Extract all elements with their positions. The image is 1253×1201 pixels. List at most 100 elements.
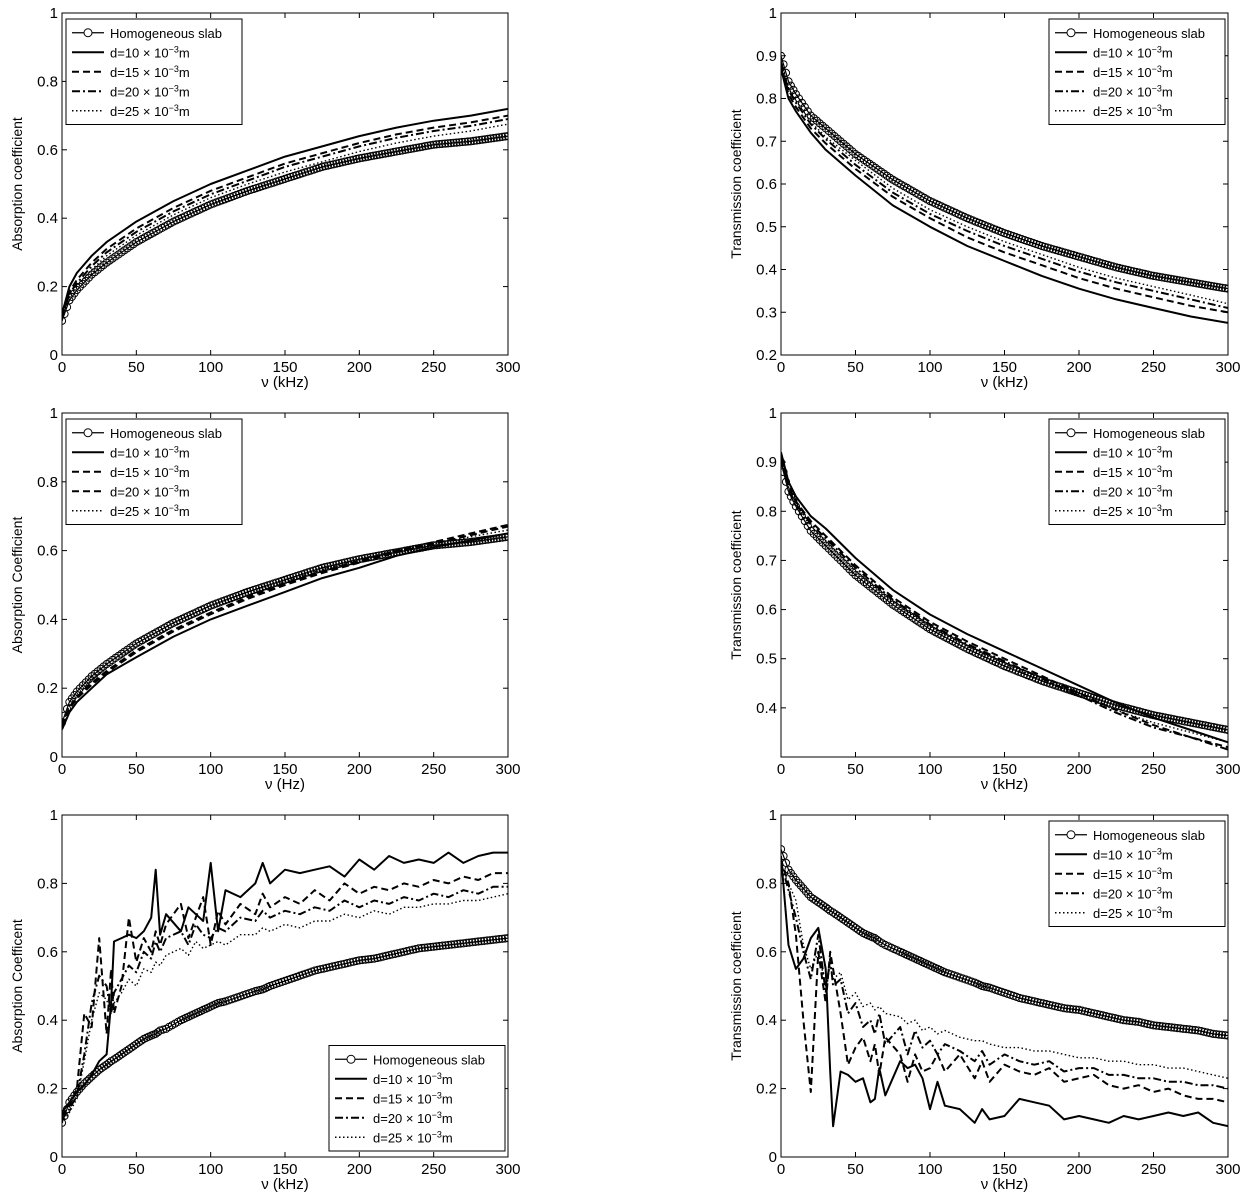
data-point [833,134,842,143]
data-point [1163,274,1172,283]
y-tick-label: 0.2 [37,1081,58,1098]
data-point [1107,1013,1116,1022]
series-line-1 [62,536,508,723]
data-point [1206,1029,1215,1038]
data-point [334,961,343,970]
data-point [452,138,461,147]
data-point [325,963,334,972]
data-point [1116,1015,1125,1024]
data-point [1036,998,1045,1007]
data-point [340,157,350,166]
x-tick-label: 200 [347,1161,372,1178]
data-point [1048,1001,1057,1010]
data-point [821,124,830,133]
data-point [483,134,493,143]
data-point [797,98,807,107]
data-point [1169,715,1178,724]
data-point [1206,722,1215,731]
data-point [1185,1025,1194,1034]
legend-label: d=15 × 10−3m [1093,866,1173,882]
data-point [1083,1007,1093,1017]
data-point [415,143,424,152]
data-point [401,145,410,154]
data-point [453,939,462,949]
data-point [1178,276,1187,285]
y-tick-label: 0.8 [756,875,777,892]
data-point [856,927,865,936]
data-point [465,938,474,947]
data-point [366,152,375,161]
series-markers-1 [62,532,508,727]
data-point [865,582,874,591]
legend-marker [1066,428,1076,438]
series-line-4 [62,118,508,320]
chart-1: 0 50 100 150 200 250 300 0 0.2 0.4 0.6 0.8 1 ν (kHz) A… [9,5,521,391]
legend-label: d=15 × 10−3m [1093,64,1173,80]
x-axis-label: ν (kHz) [981,374,1029,391]
y-axis-label: Transmission coefficient [728,911,744,1061]
y-tick-label: 0.8 [756,503,777,520]
data-point [1215,283,1224,292]
data-point [329,160,338,169]
data-point [370,954,379,963]
y-tick-label: 0.4 [756,1012,777,1029]
data-point [1112,263,1121,272]
data-point [1195,279,1204,288]
data-point [1209,723,1218,732]
legend-label: d=20 × 10−3m [373,1110,453,1126]
legend-marker [1066,28,1076,38]
data-point [1166,274,1175,283]
data-point [1134,1017,1143,1027]
data-point [471,937,480,947]
data-point [489,935,498,944]
data-point [461,137,470,146]
x-tick-label: 0 [58,359,66,376]
legend: Homogeneous slab d=10 × 10−3m d=15 × 10−3m… [1048,418,1226,525]
y-tick-label: 0.4 [37,1012,58,1029]
data-point [1137,269,1147,278]
data-point [1128,1017,1137,1026]
data-point [381,149,390,158]
data-point [842,142,851,151]
data-point [498,132,507,141]
data-point [862,580,872,589]
chart-3: 0 50 100 150 200 250 300 0 0.2 0.4 0.6 0.8 1 ν (Hz) Ab… [9,405,521,793]
y-tick-label: 0.5 [756,219,777,236]
legend-label: d=10 × 10−3m [1093,44,1173,60]
data-point [848,147,857,156]
legend-label: d=10 × 10−3m [110,44,190,60]
data-point [418,142,427,151]
y-tick-label: 0.4 [37,611,58,628]
data-point [796,881,806,890]
data-point [355,956,364,965]
data-point [492,133,501,142]
data-point [62,309,69,319]
data-point [827,129,836,138]
y-tick-label: 0.9 [756,48,777,65]
data-point [426,141,435,150]
data-point [444,940,453,950]
y-tick-label: 0.5 [756,651,777,668]
series-line-2 [62,532,508,730]
y-tick-label: 1 [769,807,777,824]
y-tick-label: 0 [50,749,58,766]
data-point [352,956,361,966]
data-point [474,937,483,946]
data-point [1183,277,1193,286]
data-point [392,147,401,156]
legend-label: d=25 × 10−3m [110,503,190,519]
data-point [1125,1016,1134,1026]
legend-label: d=10 × 10−3m [1093,444,1173,460]
data-point [1221,725,1228,734]
data-point [1189,278,1198,287]
x-tick-label: 50 [128,761,145,778]
legend-label: d=15 × 10−3m [373,1090,453,1106]
data-point [830,550,839,559]
data-point [429,140,438,149]
y-tick-label: 0.8 [37,875,58,892]
x-tick-label: 100 [917,359,942,376]
data-point [411,945,420,954]
legend: Homogeneous slab d=10 × 10−3m d=15 × 10−3m… [65,18,243,125]
x-tick-label: 250 [421,359,446,376]
y-tick-label: 0.8 [756,91,777,108]
